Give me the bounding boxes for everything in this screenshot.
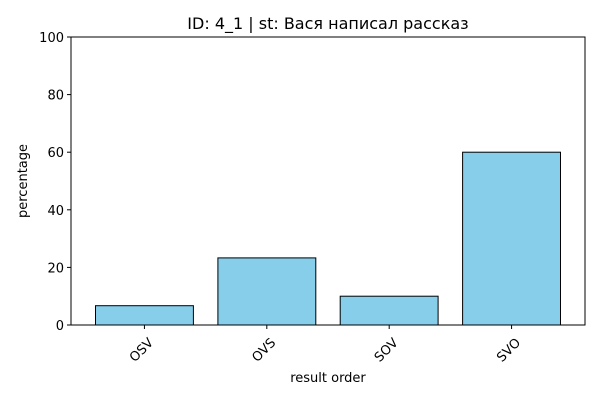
bar-svo <box>462 151 562 326</box>
y-tick-label-60: 60 <box>47 146 64 161</box>
y-axis: 0 20 40 60 80 100 <box>39 31 71 334</box>
y-tick-label-80: 80 <box>47 89 64 104</box>
y-tick-label-0: 0 <box>56 319 64 334</box>
plot-frame <box>70 36 586 326</box>
bar-ovs <box>217 257 317 326</box>
y-axis-label: percentage <box>16 144 31 218</box>
x-axis-label: result order <box>290 371 366 386</box>
y-tick-label-20: 20 <box>47 261 64 276</box>
bar-sov <box>339 295 439 326</box>
chart-title: ID: 4_1 | st: Вася написал рассказ <box>187 14 468 34</box>
bar-osv <box>95 305 194 326</box>
y-tick-label-40: 40 <box>47 204 64 219</box>
bars-group <box>95 151 562 326</box>
y-tick-label-100: 100 <box>39 31 64 46</box>
